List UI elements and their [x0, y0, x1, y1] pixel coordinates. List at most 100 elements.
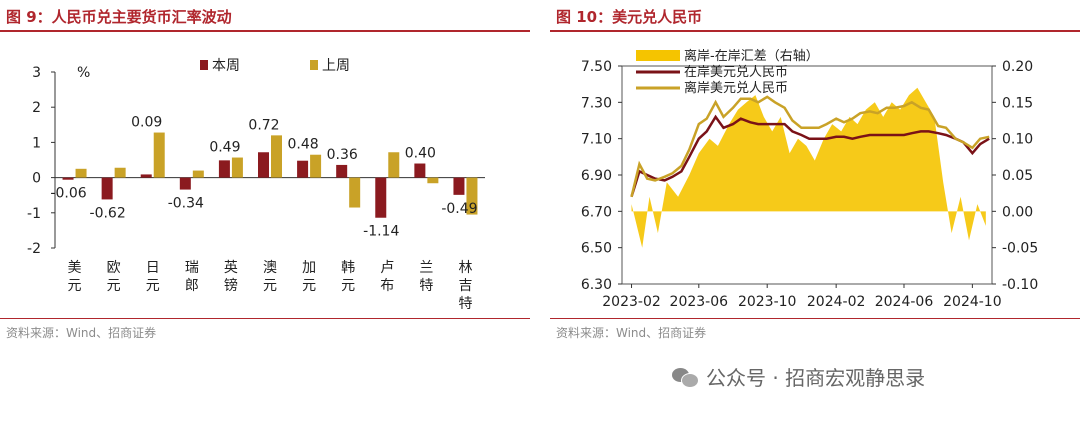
data-label: 0.40 [405, 146, 436, 162]
bar-last-week [349, 177, 361, 208]
bar-last-week [310, 154, 322, 178]
y-tick-label: 1 [32, 135, 41, 151]
legend-label: 离岸美元兑人民币 [684, 80, 788, 96]
bar-this-week [179, 177, 191, 190]
y-left-tick-label: 6.30 [581, 277, 612, 293]
bar-this-week [218, 160, 230, 178]
bar-this-week [101, 177, 113, 200]
legend-label: 上周 [322, 58, 350, 74]
y-left-tick-label: 6.70 [581, 204, 612, 220]
y-right-tick-label: -0.05 [1002, 241, 1038, 257]
x-category-label-char: 元 [68, 278, 82, 294]
right-title-rule [550, 30, 1080, 32]
bar-last-week [427, 177, 439, 184]
x-category-label-char: 林 [458, 260, 472, 276]
x-category-label-char: 元 [146, 278, 160, 294]
x-category-label-char: 欧 [107, 260, 121, 276]
bar-last-week [271, 135, 282, 178]
y-right-tick-label: 0.05 [1002, 168, 1033, 184]
x-category-label-char: 卢 [380, 260, 394, 276]
bar-last-week [466, 177, 478, 215]
left-title-rule [0, 30, 530, 32]
bar-last-week [75, 168, 87, 178]
y-tick-label: 0 [32, 171, 41, 187]
x-tick-label: 2024-02 [807, 294, 866, 310]
x-category-label-char: 特 [419, 278, 433, 294]
watermark: 公众号 · 招商宏观静思录 [672, 362, 925, 391]
y-left-tick-label: 7.50 [581, 59, 612, 75]
bar-this-week [375, 177, 387, 218]
y-tick-label: 3 [32, 65, 41, 81]
y-tick-label: -1 [27, 206, 41, 222]
bar-this-week [62, 177, 74, 180]
y-tick-label: -2 [27, 241, 41, 257]
data-label: 0.72 [248, 117, 279, 133]
x-category-label-char: 元 [302, 278, 316, 294]
bar-last-week [153, 132, 165, 178]
x-category-label-char: 镑 [224, 278, 238, 294]
left-chart-source: 资料来源：Wind、招商证券 [6, 326, 157, 340]
left-bottom-rule [0, 318, 530, 319]
wechat-icon [672, 366, 699, 388]
right-chart-source: 资料来源：Wind、招商证券 [556, 326, 707, 340]
y-tick-label: 2 [32, 100, 41, 116]
data-label: 0.48 [288, 137, 319, 153]
x-category-label-char: 布 [380, 278, 394, 294]
x-category-label-char: 加 [302, 260, 316, 276]
y-left-tick-label: 6.90 [581, 168, 612, 184]
offshore-line [630, 95, 990, 198]
data-label: 0.36 [327, 147, 358, 163]
y-right-tick-label: 0.00 [1002, 204, 1033, 220]
x-tick-label: 2023-06 [670, 294, 729, 310]
x-category-label-char: 韩 [341, 260, 355, 276]
data-label: 0.09 [131, 115, 162, 131]
legend-swatch [310, 60, 318, 70]
bar-this-week [140, 174, 152, 178]
x-category-label-char: 美 [68, 260, 82, 276]
legend-label: 本周 [212, 58, 240, 74]
data-label: -1.14 [363, 224, 399, 240]
x-category-label-char: 元 [341, 278, 355, 294]
x-category-label-char: 特 [458, 296, 472, 312]
right-line-chart: 7.50 7.30 7.10 6.90 6.70 6.50 6.30 0.20 0.15 0.10… [581, 48, 1038, 310]
y-right-tick-label: 0.10 [1002, 132, 1033, 148]
right-bottom-rule [550, 318, 1080, 319]
y-left-tick-label: 7.10 [581, 132, 612, 148]
legend-label: 在岸美元兑人民币 [684, 65, 788, 80]
legend-swatch-area [636, 50, 680, 61]
left-bar-chart: 3 2 1 0 -1 -2% -0.06 美元 -0.62 欧元 0.09 日元 -0.34 瑞郎 0.49… [27, 58, 485, 312]
right-chart-title: 图 10：美元兑人民币 [556, 8, 703, 26]
data-label: -0.06 [50, 186, 86, 202]
bar-last-week [231, 157, 243, 178]
x-tick-label: 2023-10 [738, 294, 797, 310]
y-right-tick-label: 0.15 [1002, 95, 1033, 111]
x-category-label-char: 瑞 [185, 260, 199, 276]
x-category-label-char: 兰 [419, 260, 433, 276]
x-category-label-char: 日 [146, 260, 160, 276]
y-left-tick-label: 6.50 [581, 241, 612, 257]
x-category-label-char: 英 [224, 259, 238, 276]
legend-swatch [200, 60, 208, 70]
data-label: -0.62 [90, 205, 126, 221]
data-label: -0.49 [441, 201, 477, 217]
spread-area [631, 87, 986, 248]
data-label: 0.49 [209, 140, 240, 156]
bar-last-week [114, 167, 126, 178]
bar-this-week [297, 160, 309, 178]
bar-this-week [258, 152, 269, 178]
bar-this-week [414, 163, 426, 178]
x-category-label-char: 澳 [263, 260, 277, 276]
watermark-text: 公众号 · 招商宏观静思录 [706, 366, 926, 390]
data-label: -0.34 [168, 196, 204, 212]
x-category-label-char: 元 [263, 278, 277, 294]
x-category-label-char: 元 [107, 278, 121, 294]
x-category-label-char: 吉 [458, 278, 472, 294]
y-right-tick-label: 0.20 [1002, 59, 1033, 75]
y-left-tick-label: 7.30 [581, 95, 612, 111]
x-tick-label: 2024-06 [875, 294, 934, 310]
y-axis-unit: % [77, 65, 90, 81]
x-tick-label: 2023-02 [602, 294, 661, 310]
y-right-tick-label: -0.10 [1002, 277, 1038, 293]
bar-this-week [336, 164, 348, 178]
bar-this-week [453, 177, 465, 195]
